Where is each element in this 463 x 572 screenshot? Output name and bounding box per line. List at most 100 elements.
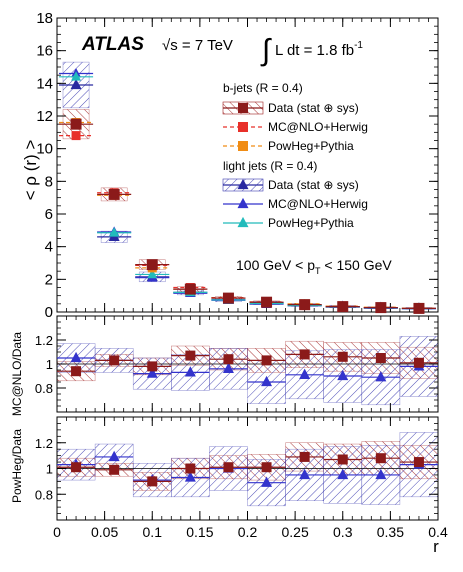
- y-tick-label: 8: [45, 173, 53, 190]
- y-tick-label: 12: [36, 108, 53, 125]
- bjets-data-point: [222, 292, 234, 304]
- ratio-ljets-point: [108, 450, 120, 462]
- powheg-ratio-panel: 0.8 1 1.2 0 0.05 0.1 0.15 0.2 0.25 0.3 0.35 0.4: [35, 416, 448, 540]
- ratio-ljets-point: [70, 351, 82, 363]
- ratio-ljets-point: [337, 369, 349, 381]
- bjets-mcnlo-point: [71, 131, 81, 141]
- ratio-ljets-point: [184, 471, 196, 482]
- main-panel: 0 2 4 6 8 10 12 14 16 18: [36, 10, 439, 321]
- mcnlo-ratio-y-axis-label: MC@NLO/Data: [10, 332, 24, 417]
- x-tick-label: 0.1: [143, 524, 163, 540]
- ratio-bjets-point: [223, 462, 234, 473]
- ratio-ljets-point: [261, 375, 273, 387]
- bjets-data-point: [299, 299, 311, 311]
- y-tick-label: 1.2: [35, 436, 53, 451]
- y-tick-label: 1.2: [35, 333, 53, 348]
- ratio-bjets-point: [299, 451, 310, 462]
- ratio-bjets-point: [147, 476, 158, 487]
- mcnlo-ratio-panel: 0.8 1 1.2: [35, 315, 439, 413]
- legend-ljets-powheg-marker: [237, 216, 249, 228]
- x-axis-label: r: [433, 537, 439, 556]
- pt-range-subscript: T: [315, 266, 321, 276]
- ratio-ljets-point: [222, 362, 234, 373]
- bjets-data-point: [70, 118, 82, 130]
- x-tick-label: 0.05: [91, 524, 118, 540]
- ljets-powheg-point: [71, 71, 82, 81]
- ratio-bjets-point: [223, 354, 234, 365]
- legend-ljets-data-label: Data (stat ⊕ sys): [268, 178, 359, 192]
- bjets-data-point: [337, 301, 349, 313]
- legend-bjets-powheg-marker: [238, 141, 248, 151]
- ratio-bjets-point: [375, 453, 386, 464]
- y-tick-label: 14: [36, 75, 53, 92]
- ratio-bjets-point: [413, 457, 424, 468]
- ratio-bjets-point: [337, 454, 348, 465]
- x-tick-label: 0.15: [186, 524, 213, 540]
- bjets-data-point: [184, 283, 196, 295]
- y-tick-label: 1: [46, 357, 53, 372]
- legend-ljets-data-marker: [237, 178, 249, 190]
- ratio-ljets-point: [261, 476, 273, 487]
- ratio-bjets-point: [261, 462, 272, 473]
- bjets-data-point: [413, 302, 425, 314]
- y-tick-label: 6: [45, 206, 53, 223]
- legend-bjets-data-marker: [238, 103, 248, 113]
- pt-range-suffix: < 150 GeV: [321, 257, 393, 273]
- ratio-ljets-point: [375, 371, 387, 382]
- y-tick-label: 0.8: [35, 487, 53, 502]
- ratio-bjets-point: [71, 462, 82, 473]
- ratio-ljets-point: [299, 368, 311, 379]
- integral-sign: ∫: [260, 34, 272, 67]
- legend-bjets-powheg-label: PowHeg+Pythia: [268, 139, 354, 153]
- ratio-bjets-point: [185, 350, 196, 361]
- ljets-powheg-point: [109, 227, 120, 237]
- x-tick-label: 0.4: [428, 524, 448, 540]
- ljets-powheg-point: [147, 268, 158, 279]
- x-tick-label: 0.2: [238, 524, 258, 540]
- ratio-ljets-point: [146, 367, 158, 378]
- ratio-bjets-point: [337, 351, 348, 362]
- y-tick-label: 2: [45, 271, 53, 288]
- x-tick-label: 0.35: [377, 524, 404, 540]
- y-tick-label: 0: [45, 304, 53, 321]
- bjets-data-point: [261, 296, 273, 308]
- y-tick-label: 10: [36, 141, 53, 158]
- ratio-bjets-point: [71, 366, 82, 377]
- lumi-value: L dt = 1.8 fb: [275, 42, 354, 59]
- pt-range-prefix: 100 GeV < p: [236, 257, 315, 273]
- ratio-ljets-point: [375, 468, 387, 480]
- ratio-bjets-point: [375, 353, 386, 363]
- y-tick-label: 0.8: [35, 381, 53, 396]
- ratio-bjets-point: [109, 355, 120, 366]
- y-tick-label: 18: [36, 10, 53, 27]
- legend-ljets-header: light jets (R = 0.4): [223, 159, 317, 173]
- energy-label: √s = 7 TeV: [162, 37, 233, 54]
- ratio-bjets-point: [147, 361, 158, 372]
- main-y-axis-label: < ρ (r) >: [21, 140, 40, 201]
- ratio-bjets-point: [299, 349, 310, 360]
- legend: b-jets (R = 0.4) Data (stat ⊕ sys) MC@NL…: [222, 81, 368, 230]
- ratio-ljets-point: [299, 468, 311, 480]
- ratio-bjets-point: [261, 355, 272, 366]
- legend-bjets-mcnlo-marker: [238, 122, 248, 132]
- legend-bjets-header: b-jets (R = 0.4): [223, 81, 303, 95]
- ratio-bjets-point: [109, 464, 120, 475]
- ratio-ljets-point: [184, 366, 196, 377]
- legend-ljets-powheg-label: PowHeg+Pythia: [268, 216, 354, 230]
- bjets-data-point: [146, 259, 158, 271]
- y-tick-label: 16: [36, 43, 53, 60]
- ratio-ljets-point: [337, 468, 349, 480]
- bjets-data-point: [108, 188, 120, 200]
- pt-range-label: 100 GeV < pT < 150 GeV: [236, 257, 392, 276]
- y-tick-label: 1: [46, 462, 53, 477]
- x-tick-label: 0.3: [333, 524, 353, 540]
- legend-bjets-mcnlo-label: MC@NLO+Herwig: [268, 120, 368, 134]
- atlas-label: ATLAS: [81, 34, 144, 55]
- ratio-bjets-point: [413, 357, 424, 368]
- legend-bjets-data-label: Data (stat ⊕ sys): [268, 101, 359, 115]
- bjets-data-point: [375, 302, 387, 314]
- lumi-exponent: -1: [354, 40, 363, 51]
- legend-ljets-mcnlo-label: MC@NLO+Herwig: [268, 197, 368, 211]
- lumi-label: L dt = 1.8 fb-1: [275, 40, 363, 59]
